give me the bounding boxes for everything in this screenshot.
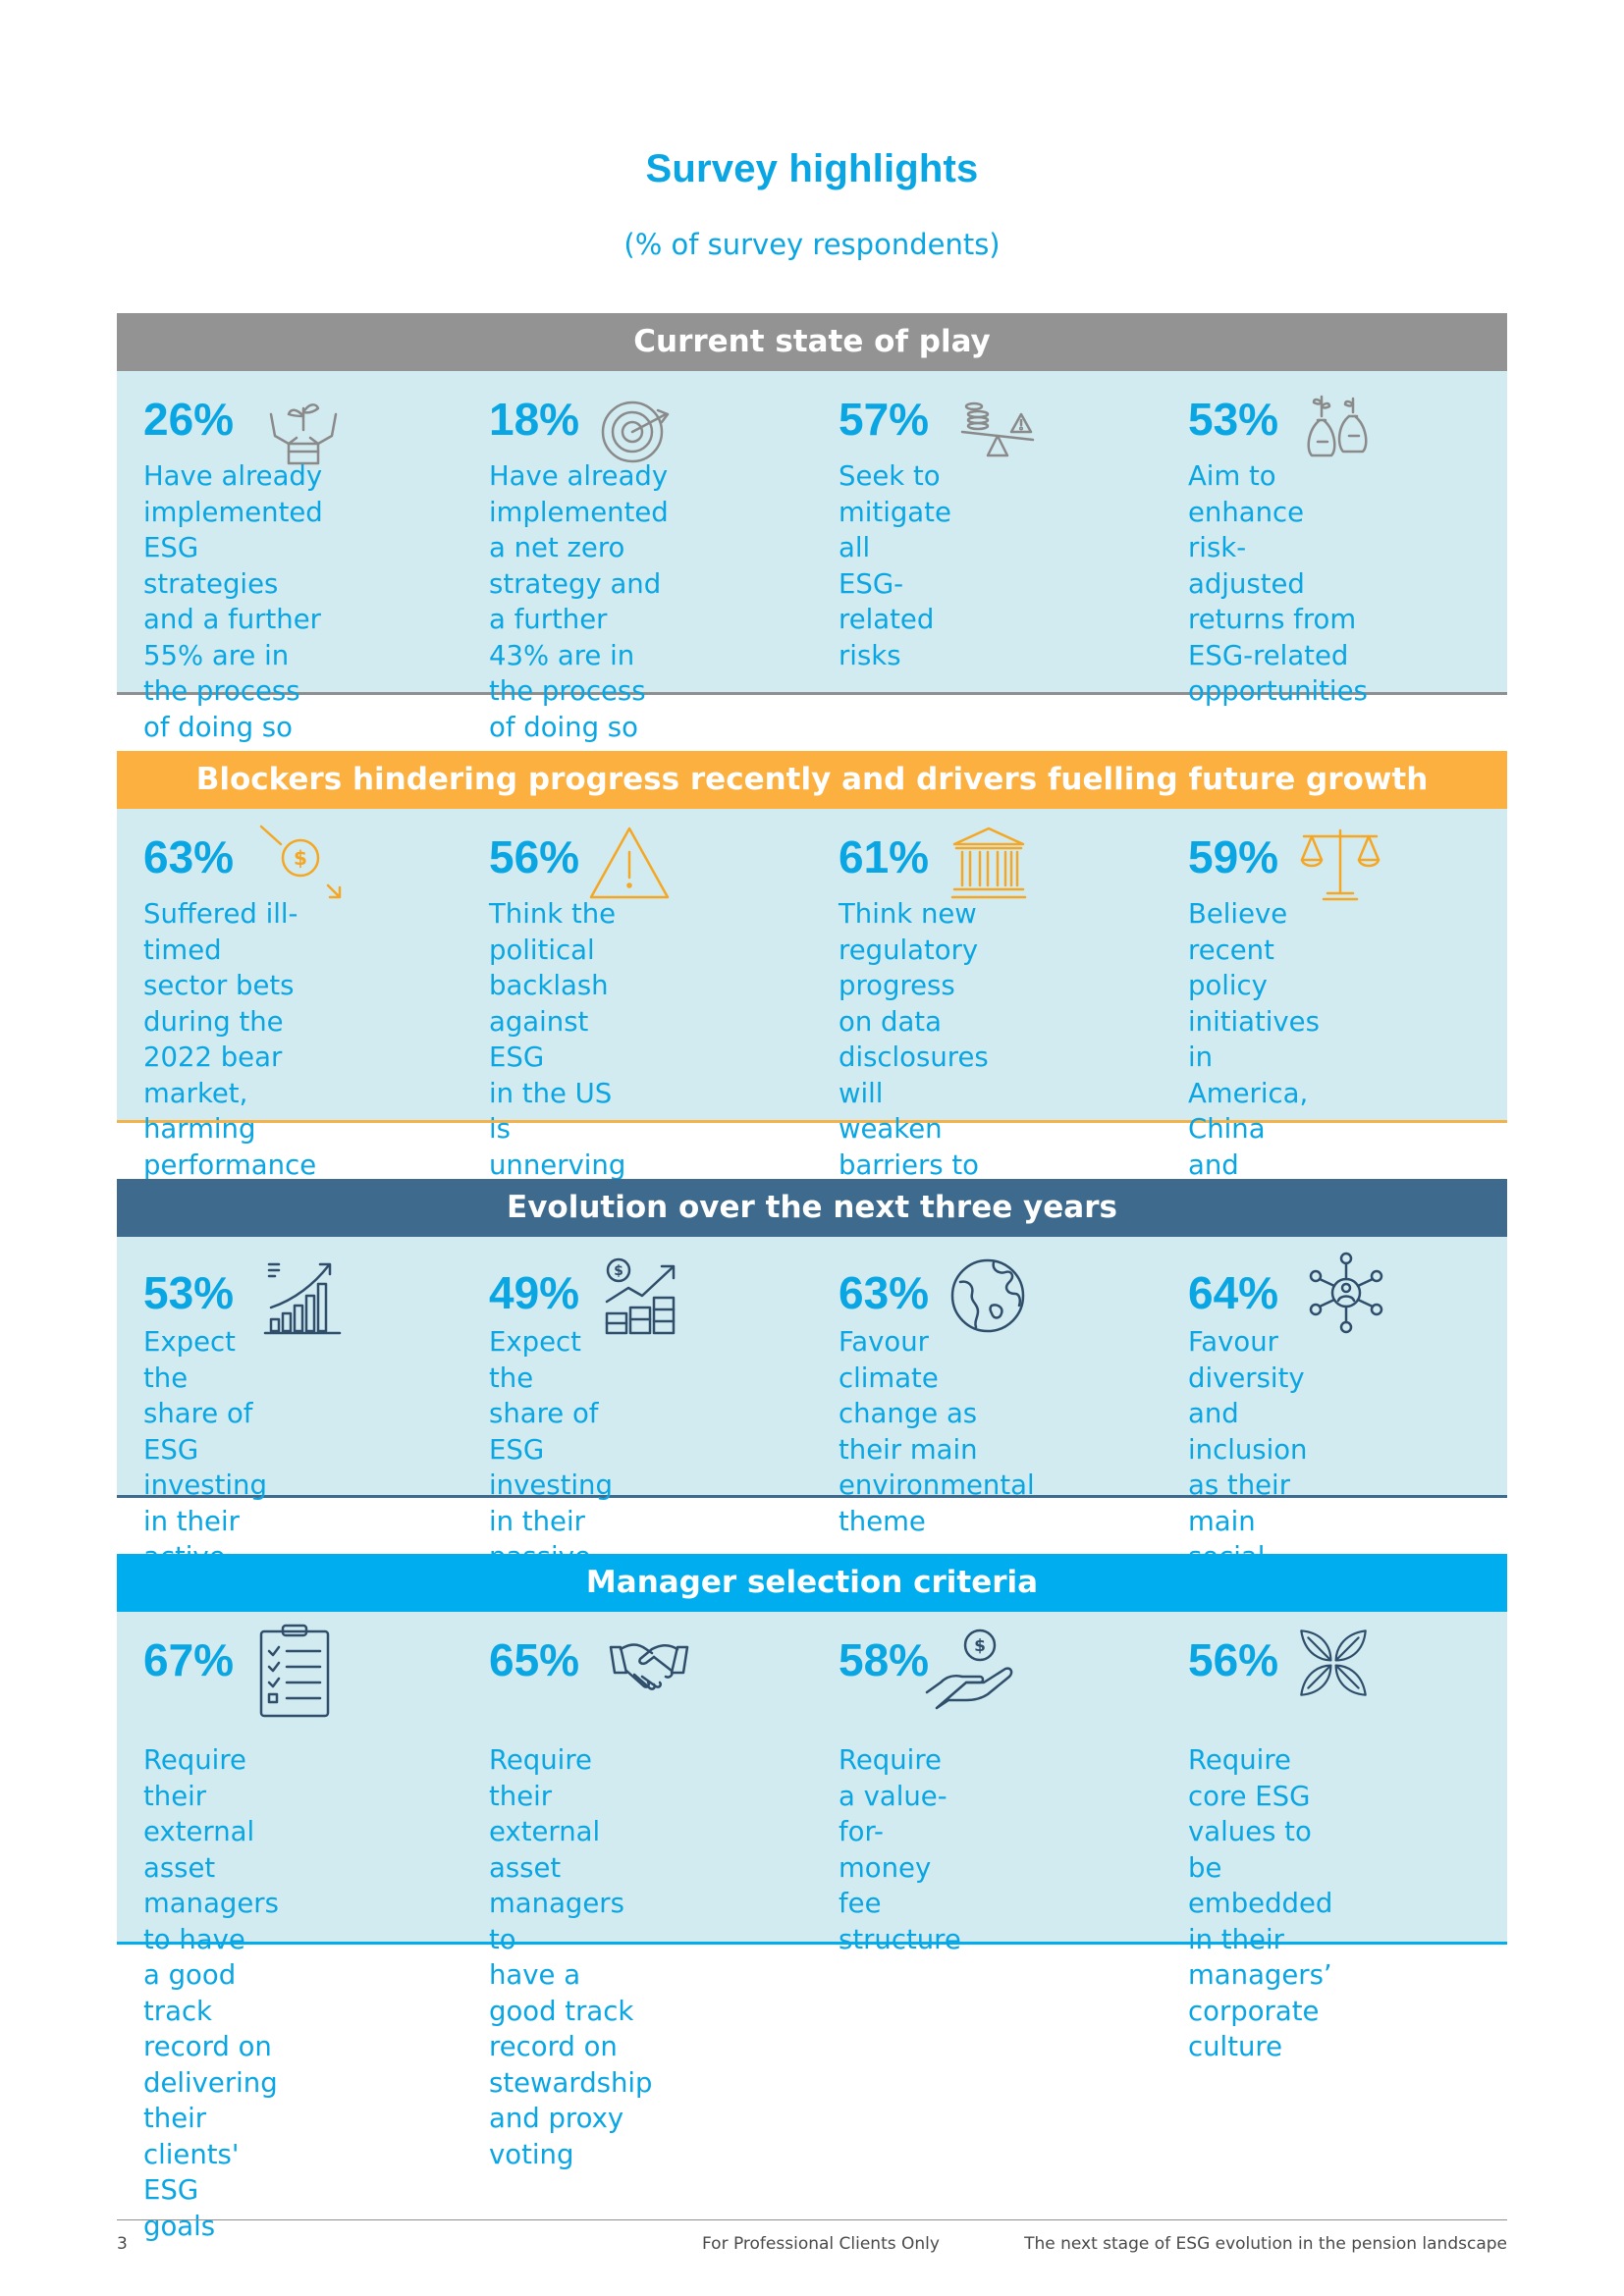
footer-notice: For Professional Clients Only	[702, 2234, 940, 2254]
dollar-growth-chart-icon: $	[605, 1257, 676, 1335]
stat-description: Require a value-for- money fee structure	[839, 1744, 961, 1955]
stat-description: Have already implemented a net zero stra…	[489, 460, 669, 743]
stat-description: Require core ESG values to be embedded i…	[1188, 1744, 1333, 2062]
hands-holding-plant-icon	[269, 403, 338, 465]
stat-percentage: 49%	[489, 1267, 580, 1318]
stat-percentage: 63%	[143, 831, 235, 882]
section-evolution: Evolution over the next three years 53% …	[117, 1179, 1507, 1644]
section-divider	[117, 1495, 1507, 1498]
section-heading: Manager selection criteria	[117, 1554, 1507, 1612]
leaves-icon	[1300, 1629, 1367, 1696]
stat-description: Aim to enhance risk- adjusted returns fr…	[1188, 460, 1368, 707]
page-title: Survey highlights	[645, 147, 979, 190]
stat-percentage: 59%	[1188, 831, 1279, 882]
section-divider	[117, 692, 1507, 695]
bank-building-icon	[950, 827, 1027, 899]
target-arrow-icon	[601, 400, 670, 463]
stat-description: Require their external asset managers to…	[489, 1744, 653, 2170]
clipboard-checklist-icon	[259, 1624, 330, 1718]
globe-icon	[950, 1258, 1025, 1333]
page-subtitle: (% of survey respondents)	[623, 228, 1001, 261]
rising-bar-chart-icon	[263, 1262, 342, 1335]
stat-description: Think new regulatory progress on data di…	[839, 898, 989, 1253]
stat-description: Favour climate change as their main envi…	[839, 1326, 1035, 1537]
section-divider	[117, 1120, 1507, 1123]
handshake-icon	[609, 1643, 689, 1690]
stat-percentage: 61%	[839, 831, 930, 882]
stat-percentage: 57%	[839, 394, 930, 445]
section-heading: Blockers hindering progress recently and…	[117, 751, 1507, 809]
svg-text:$: $	[974, 1636, 986, 1656]
stat-description: Have already implemented ESG strategies …	[143, 460, 323, 743]
svg-text:$: $	[614, 1263, 623, 1279]
section-manager-selection: Manager selection criteria 67% Require t…	[117, 1554, 1507, 2242]
people-network-icon	[1309, 1252, 1383, 1334]
stat-percentage: 18%	[489, 394, 580, 445]
stat-percentage: 56%	[1188, 1634, 1279, 1685]
section-current-state: Current state of play 26% Have already i…	[117, 313, 1507, 743]
section-heading: Evolution over the next three years	[117, 1179, 1507, 1237]
stat-percentage: 67%	[143, 1634, 235, 1685]
hand-with-coin-icon: $	[925, 1629, 1013, 1710]
stat-percentage: 58%	[839, 1634, 930, 1685]
footer-divider	[117, 2219, 1507, 2220]
section-divider	[117, 1942, 1507, 1945]
page-number: 3	[117, 2234, 128, 2254]
seesaw-coins-risk-icon	[960, 401, 1035, 457]
section-heading: Current state of play	[117, 313, 1507, 371]
stat-percentage: 56%	[489, 831, 580, 882]
declining-coin-icon: $	[259, 825, 342, 899]
section-blockers-drivers: Blockers hindering progress recently and…	[117, 751, 1507, 1431]
stat-percentage: 63%	[839, 1267, 930, 1318]
stat-percentage: 53%	[1188, 394, 1279, 445]
stat-percentage: 65%	[489, 1634, 580, 1685]
warning-triangle-icon	[589, 827, 670, 899]
stat-percentage: 26%	[143, 394, 235, 445]
stat-description: Seek to mitigate all ESG-related risks	[839, 460, 951, 671]
stat-percentage: 64%	[1188, 1267, 1279, 1318]
footer-report-title: The next stage of ESG evolution in the p…	[1024, 2234, 1507, 2254]
stat-description: Require their external asset managers to…	[143, 1744, 279, 2242]
balance-scale-icon	[1300, 828, 1380, 901]
stat-percentage: 53%	[143, 1267, 235, 1318]
money-bags-growth-icon	[1307, 395, 1368, 457]
svg-text:$: $	[294, 846, 307, 870]
